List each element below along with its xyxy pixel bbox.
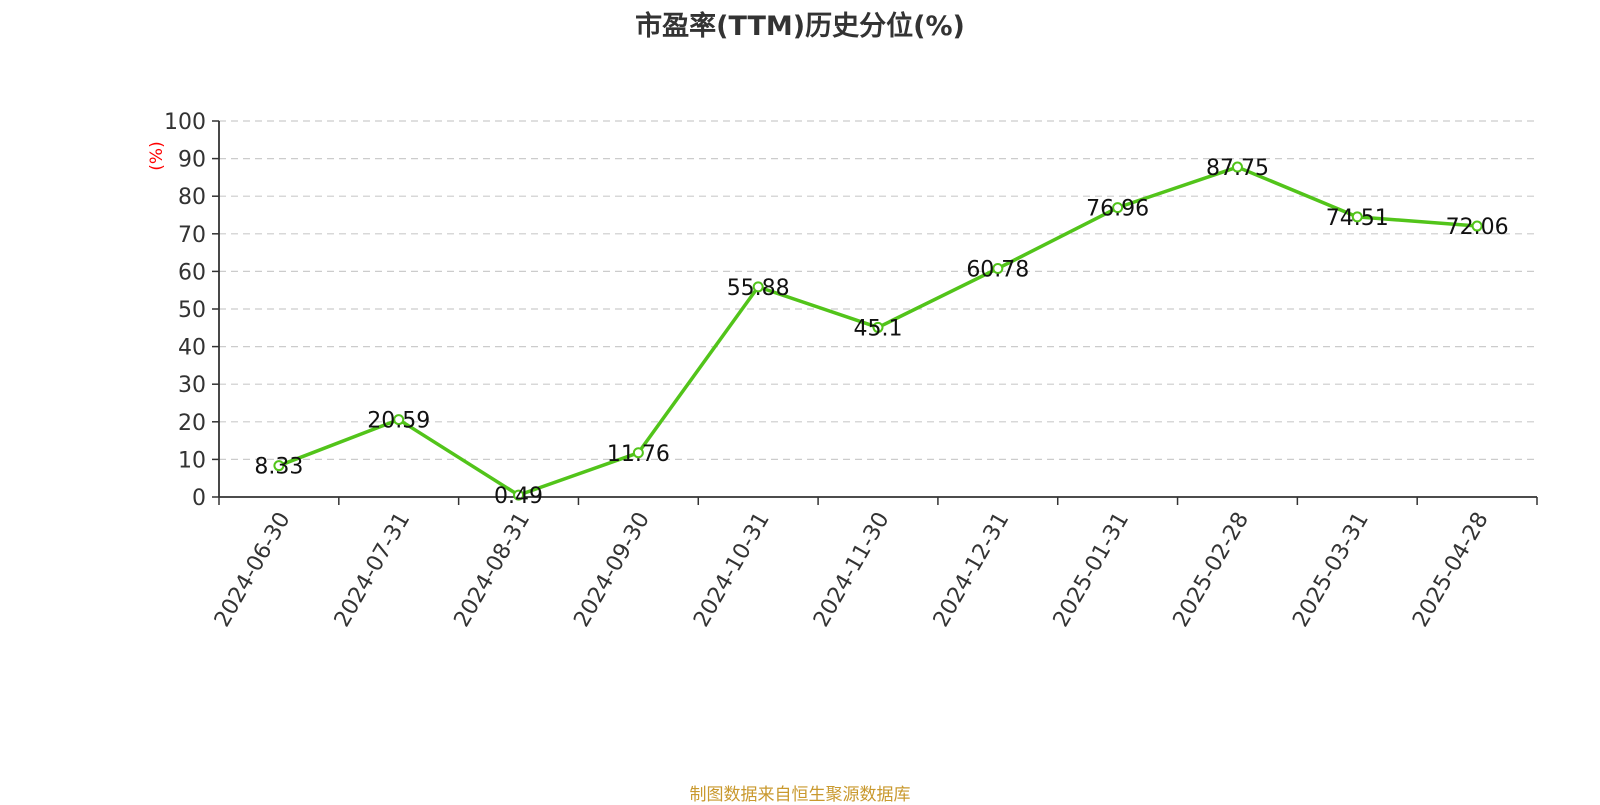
series-line-group [273, 161, 1483, 501]
x-tick-label: 2025-01-31 [1049, 508, 1135, 631]
y-tick-label: 0 [192, 486, 206, 511]
y-tick-label: 80 [178, 185, 206, 210]
data-point [752, 281, 764, 293]
data-label: 45.1 [854, 316, 903, 341]
data-label: 55.88 [727, 276, 790, 301]
x-tick-label: 2024-11-30 [809, 508, 895, 631]
x-tick-labels: 2024-06-30 2024-07-31 2024-08-31 2024-09-30… [210, 508, 1494, 631]
axes [212, 120, 1538, 505]
x-tick-label: 2024-07-31 [330, 508, 416, 631]
data-label: 8.33 [254, 455, 303, 480]
data-label: 60.78 [966, 257, 1029, 282]
data-point [1112, 202, 1124, 214]
y-tick-label: 40 [178, 336, 206, 361]
y-tick-label: 10 [178, 448, 206, 473]
data-point [1471, 220, 1483, 232]
data-point [273, 460, 285, 472]
data-point [393, 414, 405, 426]
x-tick-label: 2024-06-30 [210, 508, 296, 631]
x-tick-label: 2025-02-28 [1169, 508, 1255, 631]
data-point [872, 321, 884, 333]
data-label: 11.76 [607, 442, 670, 467]
data-labels: 8.33 20.59 0.49 11.76 55.88 45.1 60.78 76.96 87.… [254, 156, 1508, 509]
data-point [513, 489, 525, 501]
x-tick-label: 2024-10-31 [689, 508, 775, 631]
y-tick-label: 30 [178, 373, 206, 398]
y-tick-label: 60 [178, 260, 206, 285]
data-label: 74.51 [1326, 206, 1389, 231]
y-tick-label: 90 [178, 148, 206, 173]
data-label: 76.96 [1086, 197, 1149, 222]
gridlines [219, 120, 1537, 460]
data-label: 20.59 [367, 409, 430, 434]
y-tick-labels: 0 10 20 30 40 50 60 70 80 90 100 [164, 110, 206, 511]
y-tick-label: 70 [178, 223, 206, 248]
y-axis-unit-label: (%) [147, 141, 167, 170]
y-tick-label: 100 [164, 110, 206, 135]
x-tick-label: 2024-09-30 [569, 508, 655, 631]
data-label: 0.49 [494, 484, 543, 509]
data-label: 87.75 [1206, 156, 1269, 181]
data-point [1231, 161, 1243, 173]
y-tick-label: 50 [178, 298, 206, 323]
x-tick-label: 2025-04-28 [1408, 508, 1494, 631]
data-label: 72.06 [1446, 215, 1509, 240]
y-tick-label: 20 [178, 411, 206, 436]
x-tick-label: 2024-08-31 [450, 508, 536, 631]
x-tick-label: 2024-12-31 [929, 508, 1015, 631]
data-point [992, 262, 1004, 274]
chart-title: 市盈率(TTM)历史分位(%) [635, 11, 965, 42]
source-footer: 制图数据来自恒生聚源数据库 [689, 785, 911, 805]
data-point [1351, 211, 1363, 223]
data-point [632, 447, 644, 459]
x-tick-label: 2025-03-31 [1288, 508, 1374, 631]
